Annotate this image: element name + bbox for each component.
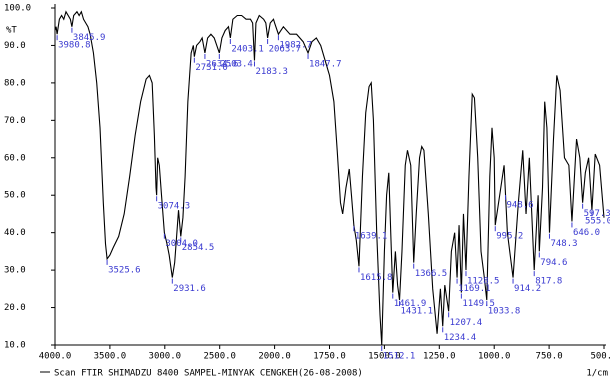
- annotation-label: 2931.6: [173, 284, 206, 294]
- x-tick-label: 1250.0: [423, 352, 456, 362]
- y-tick-label: 20.0: [4, 303, 26, 313]
- annotation-label: 1847.7: [309, 59, 342, 69]
- annotation-label: 3525.6: [108, 265, 141, 275]
- annotation-label: 914.2: [514, 284, 541, 294]
- x-tick-label: 750.0: [536, 352, 563, 362]
- x-tick-label: 1750.0: [313, 352, 346, 362]
- annotation-label: 2183.3: [255, 67, 288, 77]
- annotation-label: 1128.5: [467, 277, 500, 287]
- annotation-label: 2854.5: [182, 243, 215, 253]
- annotation-label: 995.2: [496, 232, 523, 242]
- annotation-label: 555.0: [585, 217, 610, 227]
- annotation-label: 3845.9: [73, 33, 106, 43]
- annotation-label: 1639.1: [355, 232, 388, 242]
- y-tick-label: 30.0: [4, 266, 26, 276]
- x-tick-label: 2000.0: [258, 352, 291, 362]
- annotation-label: 2063.7: [269, 44, 302, 54]
- annotation-label: 817.8: [535, 277, 562, 287]
- x-tick-label: 4000.0: [39, 352, 72, 362]
- annotation-label: 948.6: [506, 201, 533, 211]
- annotation-label: 1615.8: [360, 273, 393, 283]
- annotation-label: 1207.4: [450, 318, 483, 328]
- annotation-label: 3004.0: [165, 239, 198, 249]
- annotation-label: 1033.8: [488, 307, 521, 317]
- annotation-label: 2403.1: [231, 44, 264, 54]
- annotation-label: 3980.8: [58, 41, 91, 51]
- y-tick-label: 100.0: [4, 4, 31, 14]
- y-tick-label: 40.0: [4, 228, 26, 238]
- x-tick-label: 500.0: [590, 352, 610, 362]
- annotation-label: 1982.7: [279, 41, 312, 51]
- annotation-label: 646.0: [573, 228, 600, 238]
- x-tick-label: 1000.0: [478, 352, 511, 362]
- annotation-label: 1366.5: [415, 269, 448, 279]
- x-tick-label: 2500.0: [203, 352, 236, 362]
- annotation-label: 3074.3: [158, 202, 191, 212]
- y-tick-label: 60.0: [4, 153, 26, 163]
- annotation-label: 1461.9: [394, 299, 427, 309]
- annotation-label: 1234.4: [444, 333, 477, 343]
- legend-label: Scan FTIR SHIMADZU 8400 SAMPEL-MINYAK CE…: [54, 369, 363, 379]
- y-tick-label: 50.0: [4, 191, 26, 201]
- annotation-label: 597.3: [584, 209, 610, 219]
- x-axis-label: 1/cm: [586, 369, 608, 379]
- y-tick-label: 80.0: [4, 78, 26, 88]
- annotation-label: 2731.0: [195, 63, 228, 73]
- x-tick-label: 3000.0: [149, 352, 182, 362]
- y-tick-label: 70.0: [4, 116, 26, 126]
- x-tick-label: 3500.0: [94, 352, 127, 362]
- annotation-label: 2503.4: [220, 59, 253, 69]
- annotation-label: 1149.5: [462, 299, 495, 309]
- spectrum-line: [54, 10, 605, 346]
- annotation-label: 2634.6: [206, 59, 239, 69]
- y-tick-label: 90.0: [4, 41, 26, 51]
- annotation-label: 794.6: [540, 258, 567, 268]
- x-tick-label: 1500.0: [368, 352, 401, 362]
- y-axis-label: %T: [6, 26, 17, 36]
- annotation-label: 1512.1: [383, 352, 416, 362]
- y-tick-label: 10.0: [4, 341, 26, 351]
- annotation-label: 1431.1: [401, 307, 434, 317]
- annotation-label: 1169.1: [458, 284, 491, 294]
- annotation-label: 748.3: [550, 239, 577, 249]
